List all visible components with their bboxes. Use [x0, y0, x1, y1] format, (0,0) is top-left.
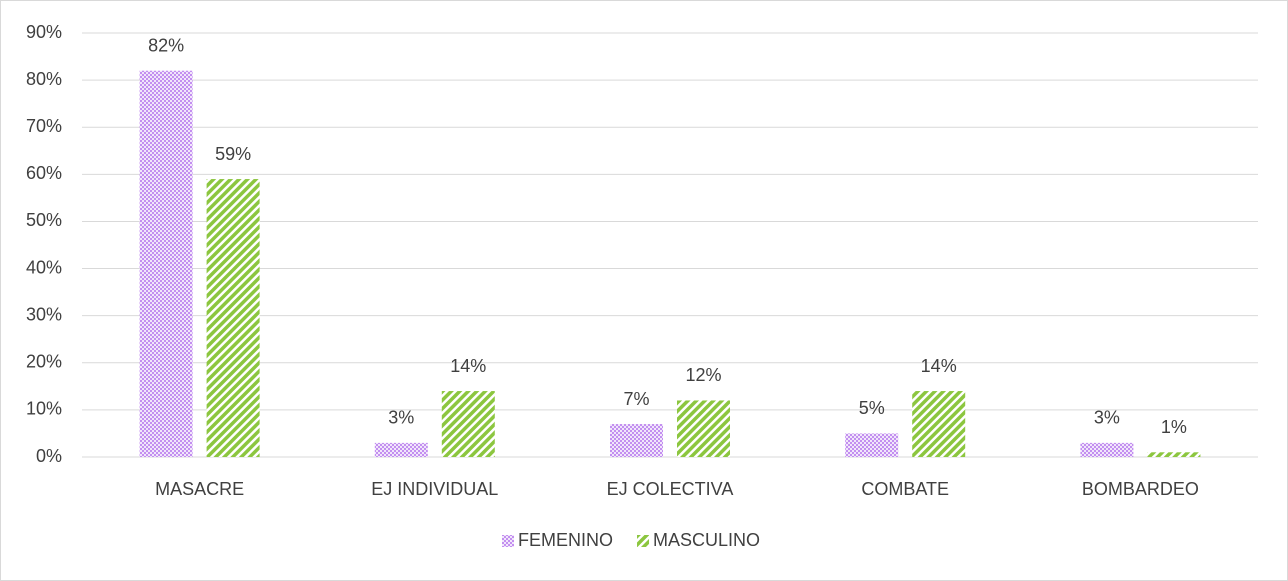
bar [441, 391, 495, 457]
value-label: 7% [623, 389, 649, 409]
y-tick-label: 50% [26, 210, 62, 230]
bar [1080, 442, 1134, 457]
y-tick-label: 20% [26, 352, 62, 372]
bar [912, 391, 966, 457]
bar [1147, 452, 1201, 457]
y-tick-label: 90% [26, 22, 62, 42]
legend-label: MASCULINO [653, 530, 760, 550]
y-tick-label: 60% [26, 163, 62, 183]
y-tick-label: 70% [26, 116, 62, 136]
bar [139, 70, 193, 457]
bar [610, 424, 663, 457]
value-label: 82% [148, 35, 184, 55]
y-tick-label: 30% [26, 304, 62, 324]
value-label: 3% [388, 408, 414, 428]
x-tick-label: EJ COLECTIVA [607, 479, 734, 499]
value-label: 3% [1094, 408, 1120, 428]
legend-swatch [637, 535, 650, 547]
legend-label: FEMENINO [518, 530, 613, 550]
x-tick-label: MASACRE [155, 479, 244, 499]
x-tick-label: COMBATE [861, 479, 949, 499]
y-tick-label: 10% [26, 399, 62, 419]
bar [374, 442, 428, 457]
y-tick-label: 0% [36, 446, 62, 466]
x-tick-label: BOMBARDEO [1082, 479, 1199, 499]
value-label: 12% [685, 365, 721, 385]
value-label: 5% [859, 398, 885, 418]
y-tick-label: 40% [26, 257, 62, 277]
y-tick-label: 80% [26, 69, 62, 89]
bar [677, 400, 730, 457]
bar [206, 179, 260, 458]
bar [845, 433, 899, 457]
value-label: 1% [1161, 417, 1187, 437]
value-label: 14% [921, 356, 957, 376]
x-tick-label: EJ INDIVIDUAL [371, 479, 498, 499]
value-label: 14% [450, 356, 486, 376]
value-label: 59% [215, 144, 251, 164]
legend-swatch [502, 535, 514, 547]
